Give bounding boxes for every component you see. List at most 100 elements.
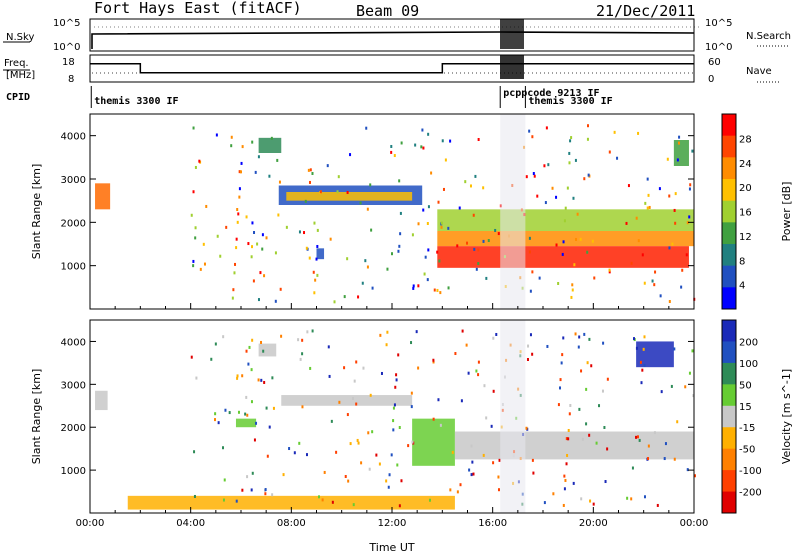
freq-panel: Freq. [MHz] 18 8 60 0 Nave (3, 54, 780, 85)
nsky-burst (500, 19, 524, 49)
data-speckle (570, 295, 573, 299)
data-speckle (492, 461, 495, 465)
colorbar-tick-label: 8 (739, 256, 745, 267)
data-speckle (449, 139, 452, 143)
colorbar-tick-label: 15 (739, 402, 752, 413)
data-speckle (648, 205, 651, 209)
data-speckle (365, 126, 368, 130)
data-speckle (528, 250, 531, 254)
data-speckle (317, 495, 320, 499)
data-speckle (315, 257, 318, 261)
data-speckle (271, 376, 274, 380)
x-axis-label: Time UT (368, 541, 414, 554)
data-speckle (214, 412, 217, 416)
data-speckle (685, 253, 688, 257)
data-speckle (546, 344, 549, 348)
data-speckle (428, 498, 431, 502)
data-speckle (531, 458, 534, 462)
freq-trace-line (90, 62, 694, 74)
data-speckle (392, 428, 395, 432)
data-speckle (536, 194, 539, 198)
data-speckle (238, 195, 241, 199)
data-speckle (323, 470, 326, 474)
data-speckle (630, 261, 633, 265)
data-speckle (616, 156, 619, 160)
data-speckle (564, 206, 567, 210)
data-speckle (559, 378, 562, 382)
data-speckle (301, 338, 304, 342)
data-speckle (216, 234, 219, 238)
data-speckle (260, 340, 263, 344)
data-speckle (567, 437, 570, 441)
freq-tick-top: 18 (62, 57, 75, 68)
data-speckle (190, 213, 193, 217)
data-speckle (668, 194, 671, 198)
beam-label: Beam 09 (356, 2, 419, 20)
data-speckle (560, 361, 563, 365)
data-speckle (673, 347, 676, 351)
colorbar-frame (721, 113, 737, 310)
data-speckle (426, 222, 429, 226)
data-speckle (632, 337, 635, 341)
data-region (454, 431, 694, 460)
data-speckle (458, 206, 461, 210)
data-speckle (575, 237, 578, 241)
data-speckle (447, 286, 450, 290)
data-speckle (656, 503, 659, 507)
data-speckle (366, 207, 369, 211)
data-speckle (563, 487, 566, 491)
data-speckle (262, 349, 265, 353)
nsky-frame (89, 18, 695, 52)
data-speckle (631, 466, 634, 470)
data-speckle (689, 183, 692, 187)
data-speckle (637, 131, 640, 135)
data-speckle (199, 267, 202, 271)
data-speckle (194, 226, 197, 230)
data-speckle (543, 164, 546, 168)
data-speckle (475, 369, 478, 373)
data-speckle (198, 159, 201, 163)
data-speckle (470, 473, 473, 477)
data-speckle (581, 437, 584, 441)
data-speckle (424, 255, 427, 259)
colorbar-swatch (722, 427, 736, 450)
data-speckle (347, 479, 350, 483)
data-speckle (686, 221, 689, 225)
data-speckle (316, 228, 319, 232)
data-speckle (398, 425, 401, 429)
data-speckle (274, 251, 277, 255)
data-speckle (252, 279, 255, 283)
data-speckle (572, 196, 575, 200)
colorbar-swatch (722, 222, 736, 245)
data-speckle (338, 400, 341, 404)
data-speckle (370, 228, 373, 232)
data-speckle (248, 345, 251, 349)
data-speckle (676, 420, 679, 424)
freq-label-1: Freq. (4, 58, 29, 69)
freq-burst (500, 55, 524, 79)
data-speckle (399, 232, 402, 236)
data-speckle (333, 300, 336, 304)
data-speckle (230, 135, 233, 139)
data-speckle (658, 187, 661, 191)
data-speckle (604, 480, 607, 484)
data-speckle (562, 336, 565, 340)
data-speckle (279, 287, 282, 291)
x-tick-label: 00:00 (680, 518, 709, 529)
data-speckle (260, 378, 263, 382)
data-speckle (432, 360, 435, 364)
data-speckle (680, 285, 683, 289)
data-speckle (254, 170, 257, 174)
data-region (127, 495, 455, 510)
data-speckle (677, 141, 680, 145)
data-speckle (580, 497, 583, 501)
data-speckle (346, 190, 349, 194)
data-speckle (691, 349, 694, 353)
data-speckle (639, 360, 642, 364)
data-speckle (331, 500, 334, 504)
nsearch-tick-top: 10^5 (705, 18, 732, 29)
data-speckle (346, 413, 349, 417)
data-speckle (497, 488, 500, 492)
data-speckle (497, 232, 500, 236)
